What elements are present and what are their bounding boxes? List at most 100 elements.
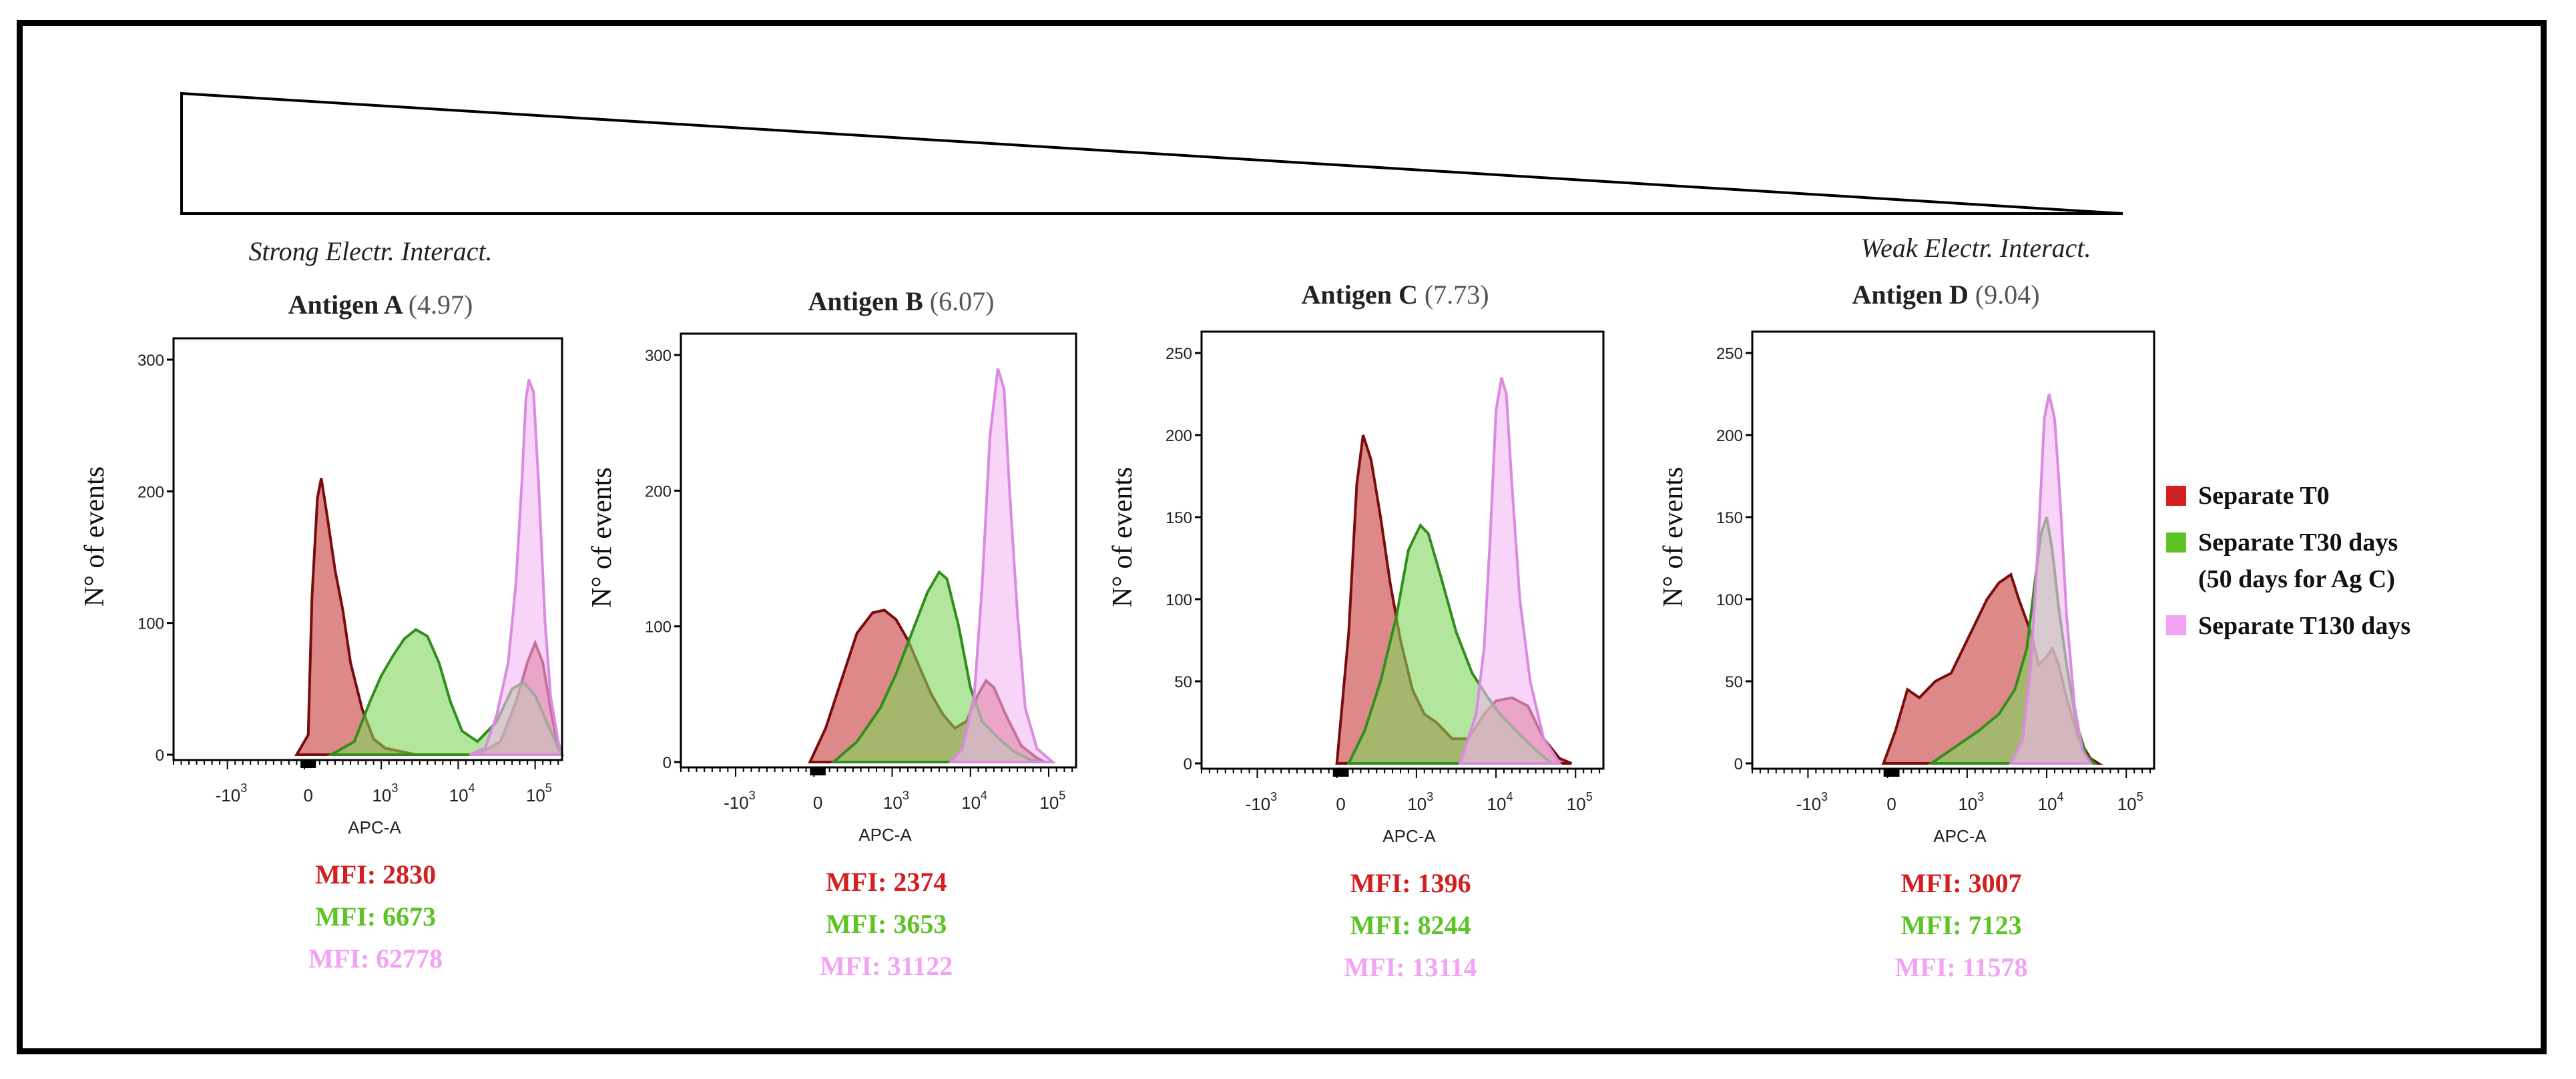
mfi-t0: MFI: 3007 [1901,868,2022,898]
x-tick-base: 10 [372,785,391,805]
x-tick-base: 10 [1567,794,1586,814]
legend-label-t30-note: (50 days for Ag C) [2198,565,2395,593]
y-tick-label: 0 [1734,755,1743,773]
panel-title: Antigen B (6.07) [808,286,995,316]
x-tick-exponent: 4 [981,789,987,802]
x-tick-label: 105 [2117,790,2143,814]
x-tick-base: 0 [1336,794,1345,814]
x-axis-label: APC-A [1382,826,1436,846]
panel-title-name: Antigen C [1301,280,1424,310]
legend-label-t0: Separate T0 [2198,482,2330,510]
x-tick-base: 10 [2117,794,2137,814]
plot-frame [680,332,1077,769]
mfi-t30: MFI: 6673 [315,902,436,932]
x-tick-exponent: 4 [2057,790,2063,803]
x-tick-exponent: 5 [545,781,552,795]
histogram-t130 [469,378,564,756]
y-tick-label: 200 [645,482,672,500]
y-tick-label: 150 [1166,509,1192,527]
y-tick-label: 0 [663,754,672,772]
x-tick-label: 104 [449,781,475,805]
y-axis-label: N° of events [1658,467,1689,607]
mfi-t30: MFI: 7123 [1901,910,2022,940]
x-tick-exponent: 5 [1586,790,1593,803]
x-tick-base: -10 [1246,794,1271,814]
x-tick-base: -10 [216,785,241,805]
y-tick-label: 0 [156,747,164,765]
x-tick-exponent: 3 [1427,790,1433,803]
x-tick-label: 104 [1487,790,1513,814]
x-tick-label: -103 [216,781,248,805]
panel-title-name: Antigen B [808,286,930,316]
x-tick-label: 0 [813,793,822,813]
mfi-t130: MFI: 13114 [1344,952,1477,982]
x-tick-base: 10 [1407,794,1427,814]
y-tick-label: 100 [1166,591,1192,609]
plot-frame [172,337,563,761]
x-tick-base: 10 [1487,794,1507,814]
y-tick-label: 200 [138,483,164,501]
y-tick-label: 200 [1166,427,1192,445]
plot-frame [1751,330,2155,770]
x-tick-base: 10 [526,785,545,805]
x-tick-label: 0 [1886,794,1896,814]
y-tick-label: 100 [138,615,164,633]
x-tick-label: 105 [1567,790,1593,814]
mfi-t0: MFI: 1396 [1350,868,1471,898]
y-tick-label: 100 [645,619,672,637]
panel-title: Antigen A (4.97) [288,290,473,320]
x-tick-label: 103 [372,781,398,805]
x-tick-label: 0 [303,785,312,805]
x-tick-label: -103 [724,789,756,813]
mfi-t130: MFI: 11578 [1895,952,2028,982]
mfi-t30: MFI: 8244 [1350,910,1471,940]
figure-border [17,20,2547,1054]
y-tick-label: 250 [1716,345,1743,363]
x-tick-base: 0 [1886,794,1896,814]
x-tick-label: -103 [1246,790,1278,814]
x-tick-base: 0 [303,785,312,805]
legend-label-t30: Separate T30 days [2198,528,2398,557]
x-zero-cluster [1332,769,1349,777]
mfi-t130: MFI: 31122 [820,951,953,981]
panel-title-value: (4.97) [409,290,473,320]
x-tick-base: 0 [813,793,822,813]
x-tick-exponent: 4 [1506,790,1513,803]
x-tick-label: 105 [1039,789,1065,813]
y-tick-label: 150 [1716,509,1743,527]
x-tick-base: 10 [1958,794,1977,814]
x-tick-base: 10 [449,785,469,805]
x-tick-exponent: 3 [1270,790,1277,803]
x-tick-exponent: 5 [1059,789,1065,802]
mfi-t130: MFI: 62778 [308,944,443,974]
x-tick-label: 104 [961,789,987,813]
x-tick-base: 10 [883,793,903,813]
x-axis-label: APC-A [348,817,401,837]
legend-swatch-t0 [2166,486,2186,506]
y-axis-label: N° of events [587,467,617,607]
y-tick-label: 200 [1716,427,1743,445]
x-tick-exponent: 3 [749,789,756,802]
y-tick-label: 300 [138,352,164,370]
x-tick-label: 0 [1336,794,1345,814]
x-tick-label: 103 [883,789,909,813]
mfi-t0: MFI: 2830 [315,859,436,889]
weak-interaction-label: Weak Electr. Interact. [1860,233,2091,263]
y-axis-label: N° of events [79,466,110,607]
x-tick-label: 104 [2038,790,2064,814]
x-tick-exponent: 5 [2137,790,2143,803]
x-tick-base: 10 [961,793,981,813]
y-tick-label: 300 [645,347,672,365]
panel-title-name: Antigen A [288,290,409,320]
x-tick-label: 103 [1958,790,1984,814]
x-tick-label: -103 [1796,790,1828,814]
x-tick-exponent: 3 [903,789,909,802]
x-zero-cluster [810,767,826,775]
gradient-wedge [180,91,2123,215]
histogram-t130 [2009,394,2093,765]
